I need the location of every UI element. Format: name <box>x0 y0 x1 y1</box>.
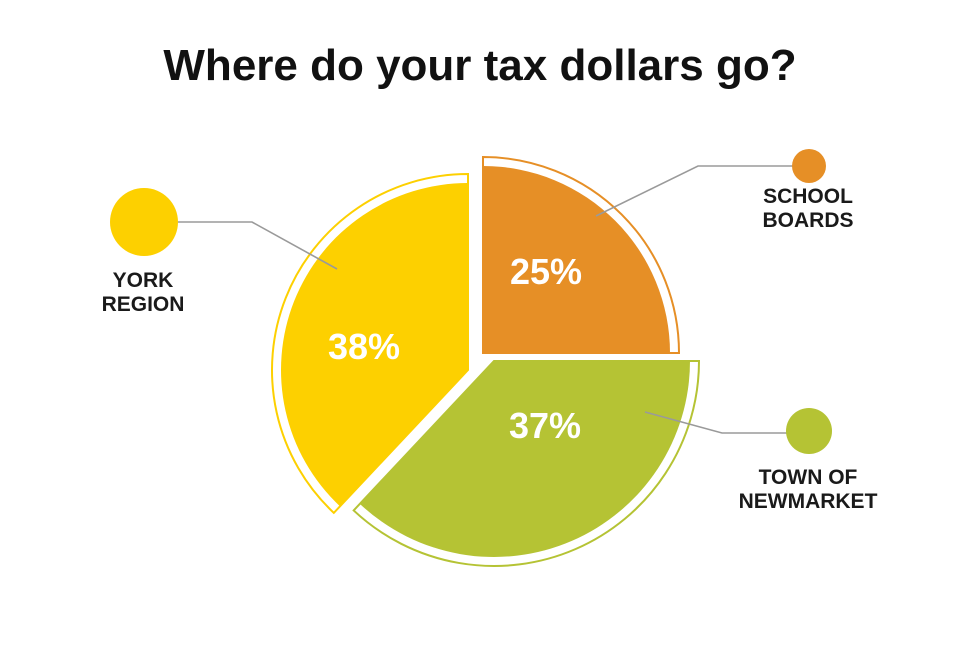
callout-dot-town-of-newmarket <box>786 408 832 454</box>
pie-value-label-school-boards: 25% <box>510 251 582 292</box>
slice-label-york-region-line-2: REGION <box>102 293 185 316</box>
slice-label-town-of-newmarket-line-1: TOWN OF <box>759 466 858 489</box>
slice-label-york-region-line-1: YORK <box>113 269 174 292</box>
slice-label-school-boards-line-1: SCHOOL <box>763 185 853 208</box>
pie-slice-town-of-newmarket <box>359 361 690 557</box>
pie-value-label-town-of-newmarket: 37% <box>509 405 581 446</box>
slice-label-school-boards-line-2: BOARDS <box>762 209 853 232</box>
callout-line-school-boards <box>595 165 804 217</box>
callout-dot-york-region <box>110 188 178 256</box>
callout-line-york-region <box>178 221 338 270</box>
pie-slice-school-boards <box>483 166 670 353</box>
chart-title: Where do your tax dollars go? <box>163 41 796 90</box>
callout-dot-school-boards <box>792 149 826 183</box>
callout-line-town-of-newmarket <box>644 411 790 434</box>
slice-label-town-of-newmarket-line-2: NEWMARKET <box>739 490 878 513</box>
pie-value-label-york-region: 38% <box>328 326 400 367</box>
